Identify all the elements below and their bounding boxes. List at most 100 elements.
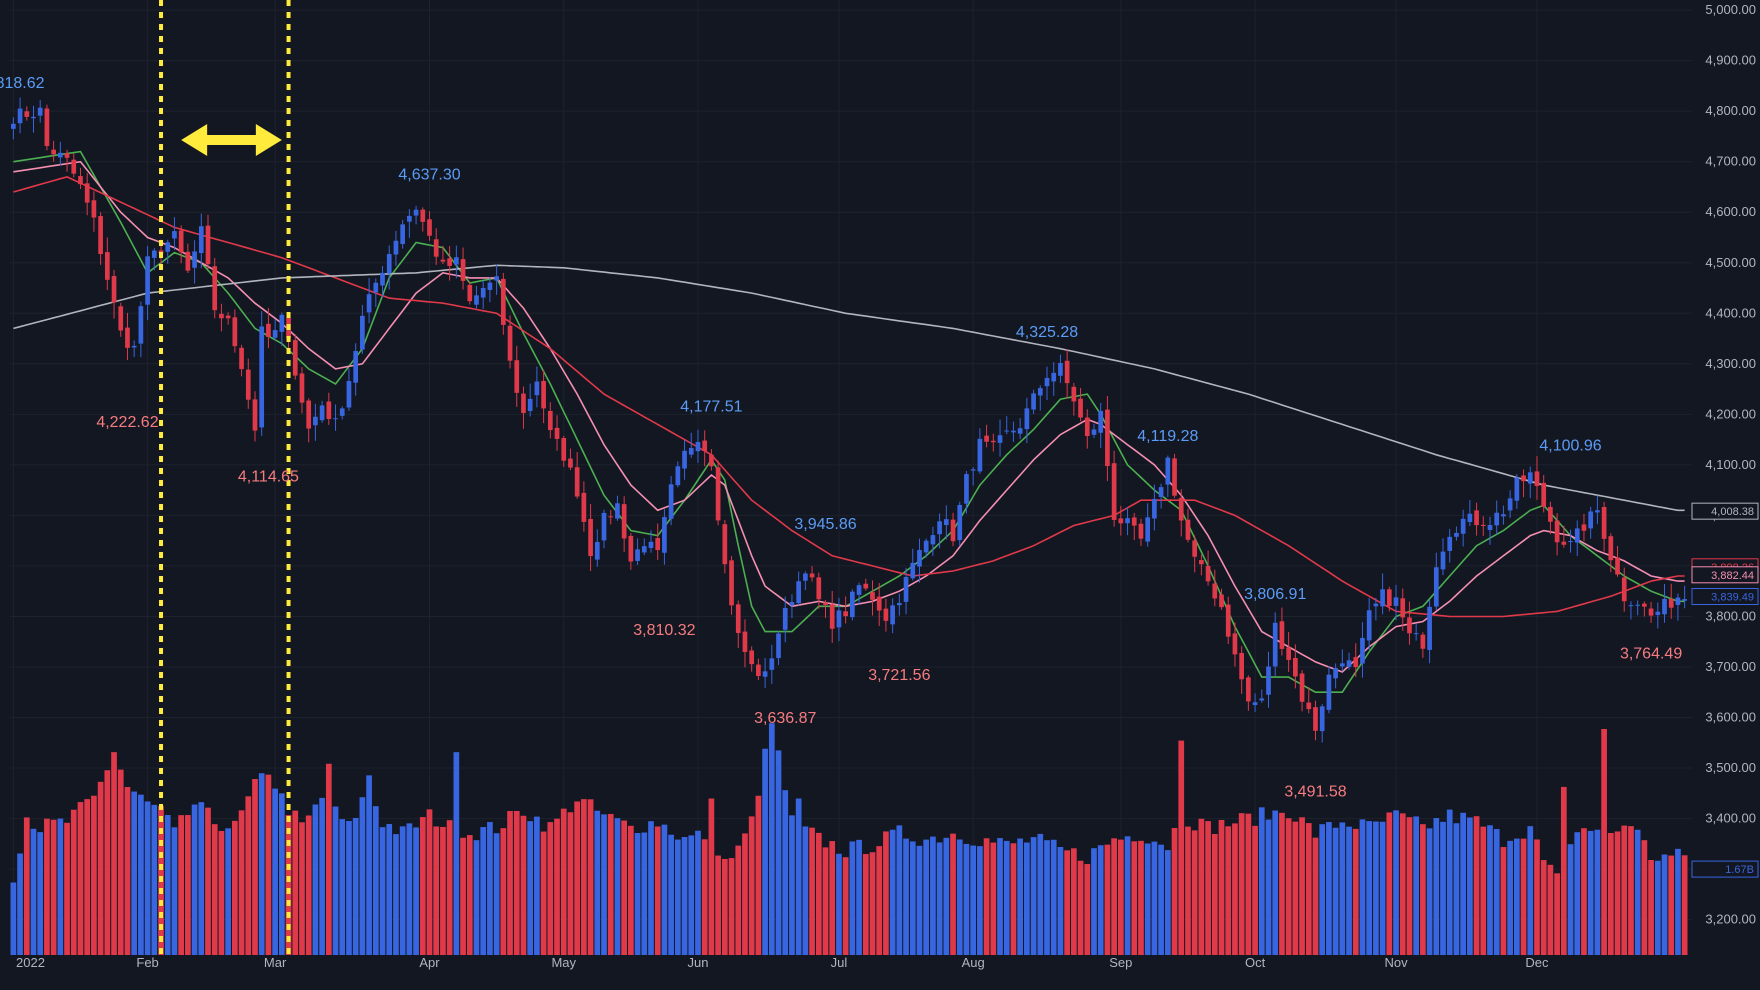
volume-bar bbox=[601, 814, 607, 955]
candle-body bbox=[843, 611, 848, 616]
candle-body bbox=[971, 469, 976, 470]
candle-body bbox=[1206, 566, 1211, 581]
candle-body bbox=[582, 493, 587, 522]
volume-bar bbox=[957, 839, 963, 955]
candle-body bbox=[884, 609, 889, 621]
volume-bar bbox=[702, 839, 708, 955]
volume-bar bbox=[608, 814, 614, 955]
volume-bar bbox=[1561, 787, 1567, 955]
candle-body bbox=[662, 517, 667, 553]
volume-bar bbox=[1615, 831, 1621, 955]
volume-bar bbox=[1621, 826, 1627, 955]
volume-bar bbox=[131, 792, 137, 955]
volume-bar bbox=[675, 840, 681, 955]
candle-body bbox=[1374, 604, 1379, 607]
candle-body bbox=[407, 216, 412, 222]
candle-body bbox=[125, 328, 130, 348]
candle-body bbox=[253, 399, 258, 430]
volume-bar bbox=[386, 824, 392, 955]
candle-body bbox=[152, 251, 157, 258]
candle-body bbox=[1528, 472, 1533, 483]
candle-body bbox=[561, 438, 566, 461]
volume-bar bbox=[876, 846, 882, 955]
volume-bar bbox=[1386, 812, 1392, 955]
volume-bar bbox=[1534, 839, 1540, 955]
candle-body bbox=[904, 577, 909, 602]
volume-bar bbox=[1084, 864, 1090, 955]
volume-bar bbox=[621, 821, 627, 955]
volume-bar bbox=[319, 798, 325, 955]
price-annotation: 3,491.58 bbox=[1284, 783, 1346, 800]
volume-bar bbox=[1252, 826, 1258, 955]
candle-body bbox=[1004, 431, 1009, 432]
volume-bar bbox=[776, 750, 782, 955]
volume-bar bbox=[682, 837, 688, 955]
volume-bar bbox=[1071, 848, 1077, 955]
volume-bar bbox=[84, 799, 90, 955]
volume-bar bbox=[1588, 831, 1594, 955]
volume-bar bbox=[1460, 813, 1466, 955]
candle-body bbox=[555, 428, 560, 439]
candle-body bbox=[1072, 387, 1077, 402]
volume-bar bbox=[1306, 823, 1312, 955]
candle-body bbox=[1105, 410, 1110, 466]
candle-body bbox=[1266, 667, 1271, 695]
candle-body bbox=[736, 604, 741, 633]
volume-bar bbox=[460, 838, 466, 955]
price-tag-label: 4,008.38 bbox=[1711, 506, 1754, 518]
candle-body bbox=[139, 306, 144, 343]
candle-body bbox=[1233, 633, 1238, 654]
price-annotation: 4,119.28 bbox=[1137, 428, 1198, 445]
time-axis[interactable]: 2022 Feb Mar Apr May Jun Jul Aug Sep Oct Nov Dec bbox=[0, 955, 1692, 990]
volume-bar bbox=[1635, 830, 1641, 955]
candle-body bbox=[910, 563, 915, 578]
candle-body bbox=[1642, 604, 1647, 607]
candle-body bbox=[1394, 597, 1399, 606]
volume-bar bbox=[1199, 819, 1205, 955]
volume-bar bbox=[1051, 840, 1057, 955]
volume-bar bbox=[896, 825, 902, 955]
candle-body bbox=[1058, 363, 1063, 376]
candle-body bbox=[1118, 518, 1123, 523]
price-annotation: 3,721.56 bbox=[868, 667, 930, 684]
volume-bar bbox=[57, 819, 63, 955]
volume-bar bbox=[272, 789, 278, 955]
x-tick-label: Nov bbox=[1384, 955, 1408, 970]
volume-bar bbox=[433, 826, 439, 955]
volume-bar bbox=[91, 796, 97, 955]
volume-bar bbox=[950, 834, 956, 955]
volume-bar bbox=[816, 833, 822, 955]
volume-bar bbox=[574, 801, 580, 955]
candle-body bbox=[803, 573, 808, 580]
volume-bar bbox=[1024, 842, 1030, 955]
y-tick-label: 4,800.00 bbox=[1705, 103, 1756, 118]
volume-bar bbox=[695, 831, 701, 955]
candle-body bbox=[978, 439, 983, 472]
volume-bar bbox=[1353, 829, 1359, 955]
y-tick-label: 3,500.00 bbox=[1705, 760, 1756, 775]
volume-bar bbox=[594, 811, 600, 955]
y-tick-label: 3,800.00 bbox=[1705, 608, 1756, 623]
volume-bar bbox=[1004, 841, 1010, 955]
candle-body bbox=[655, 538, 660, 550]
candle-body bbox=[360, 316, 365, 350]
candle-body bbox=[890, 605, 895, 624]
price-axis[interactable]: 5,000.00 4,900.00 4,800.00 4,700.00 4,600.00… bbox=[1692, 0, 1760, 990]
volume-bar bbox=[890, 830, 896, 955]
candle-body bbox=[1561, 542, 1566, 545]
volume-bar bbox=[1648, 860, 1654, 955]
candle-body bbox=[508, 326, 513, 361]
volume-bar bbox=[1548, 865, 1554, 955]
y-tick-label: 4,200.00 bbox=[1705, 406, 1756, 421]
candle-body bbox=[98, 216, 103, 254]
candle-body bbox=[602, 513, 607, 540]
candle-body bbox=[1179, 498, 1184, 521]
candle-body bbox=[165, 242, 170, 251]
candle-body bbox=[320, 405, 325, 420]
volume-bar bbox=[1058, 847, 1064, 955]
candle-body bbox=[1387, 589, 1392, 606]
volume-bar bbox=[339, 819, 345, 955]
y-tick-label: 4,600.00 bbox=[1705, 204, 1756, 219]
volume-bar bbox=[829, 841, 835, 955]
